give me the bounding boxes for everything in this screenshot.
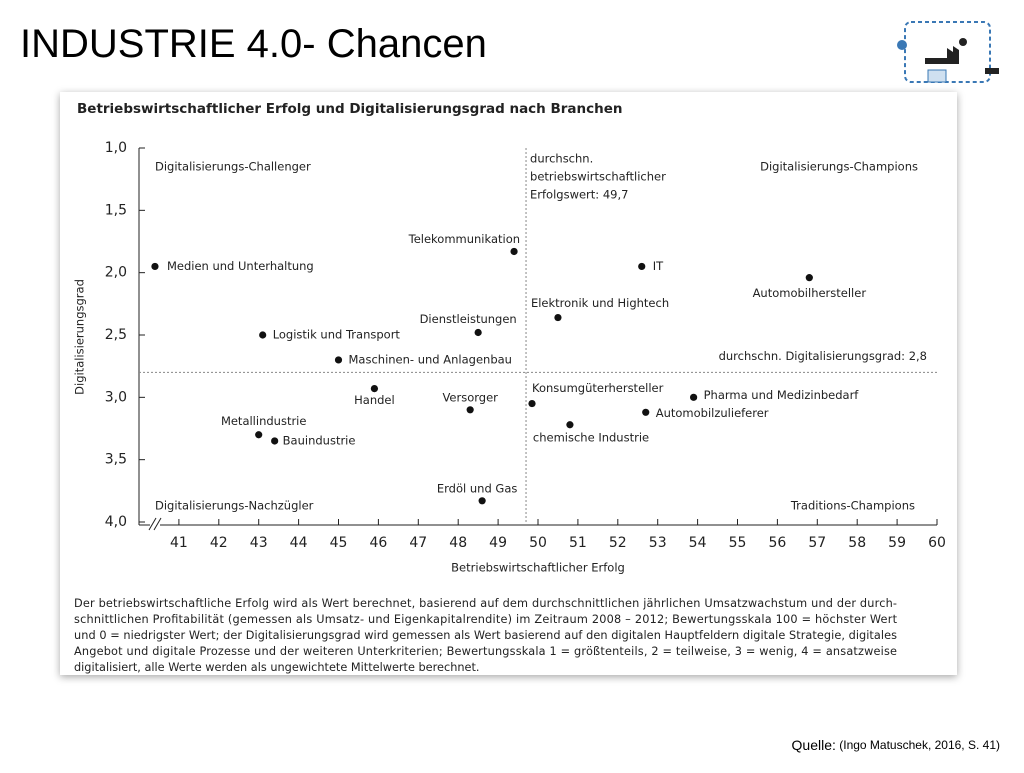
- point-label: Versorger: [442, 390, 498, 404]
- y-tick-label: 2,0: [105, 265, 127, 281]
- point: [334, 356, 343, 364]
- source-label: Quelle:: [792, 737, 836, 753]
- source: Quelle: (Ingo Matuschek, 2016, S. 41): [792, 737, 1000, 753]
- source-text: (Ingo Matuschek, 2016, S. 41): [839, 738, 1000, 752]
- point: [566, 421, 574, 429]
- point-label: Erdöl und Gas: [437, 481, 517, 495]
- y-tick-label: 1,5: [105, 202, 127, 218]
- point-label: Elektronik und Hightech: [531, 296, 669, 310]
- quadrant-label: Digitalisierungs-Challenger: [155, 160, 311, 174]
- point-label: Bauindustrie: [283, 433, 356, 447]
- x-tick-label: 51: [569, 535, 587, 551]
- y-axis-label: Digitalisierungsgrad: [73, 279, 87, 395]
- x-tick-label: 54: [689, 535, 707, 551]
- chart-title: Betriebswirtschaftlicher Erfolg und Digi…: [77, 101, 623, 117]
- x-tick-label: 46: [369, 535, 387, 551]
- x-tick-label: 48: [449, 535, 467, 551]
- x-tick-label: 57: [808, 535, 826, 551]
- point: [528, 399, 536, 408]
- caption-line: digitalisiert, alle Werte werden als ung…: [74, 661, 480, 674]
- point-label: Dienstleistungen: [420, 312, 517, 326]
- x-tick-label: 50: [529, 535, 547, 551]
- point-label: Handel: [354, 393, 395, 407]
- x-tick-label: 47: [409, 535, 427, 551]
- quadrant-label: Digitalisierungs-Champions: [760, 160, 918, 174]
- point: [474, 328, 482, 337]
- point: [151, 262, 159, 271]
- point: [478, 497, 486, 505]
- y-tick-label: 1,0: [105, 140, 127, 156]
- caption-line: Angebot und digitale Prozesse und der we…: [74, 645, 897, 658]
- point: [554, 313, 562, 322]
- slide-title: INDUSTRIE 4.0- Chancen: [20, 22, 487, 66]
- chart-panel: [60, 92, 957, 675]
- x-tick-label: 44: [290, 535, 308, 551]
- x-tick-label: 55: [729, 535, 747, 551]
- x-tick-label: 58: [848, 535, 866, 551]
- point: [805, 274, 813, 282]
- point: [259, 331, 267, 339]
- y-tick-label: 2,5: [105, 327, 127, 343]
- x-tick-label: 56: [768, 535, 786, 551]
- x-tick-label: 60: [928, 535, 946, 551]
- logo: [897, 21, 999, 83]
- point-label: Automobilzulieferer: [656, 406, 769, 420]
- plot: 1,0 1,5 2,0 2,5 3,0 3,5 4,0 41 42 43 44 45 46 47 48 49 5…: [74, 140, 946, 674]
- point-label: Logistik und Transport: [273, 328, 401, 342]
- caption-line: schnittlichen Profitabilität (gemessen a…: [74, 613, 898, 626]
- x-tick-label: 43: [250, 535, 268, 551]
- point-label: Metallindustrie: [221, 414, 307, 428]
- x-axis-label: Betriebswirtschaftlicher Erfolg: [451, 561, 625, 575]
- point-label: Telekommunikation: [408, 232, 520, 246]
- caption-line: Der betriebswirtschaftliche Erfolg wird …: [74, 597, 897, 610]
- reference-label: Erfolgswert: 49,7: [530, 188, 628, 202]
- point-label: Maschinen- und Anlagenbau: [349, 352, 512, 366]
- point: [638, 262, 646, 271]
- point: [370, 385, 379, 393]
- point: [466, 406, 474, 414]
- point: [690, 393, 698, 401]
- y-tick-label: 3,0: [105, 389, 127, 405]
- point: [510, 247, 518, 256]
- y-tick-label: 3,5: [105, 452, 127, 468]
- x-tick-label: 45: [330, 535, 348, 551]
- point: [255, 431, 263, 439]
- x-tick-label: 53: [649, 535, 667, 551]
- axis-break: [148, 517, 162, 531]
- x-tick-label: 41: [170, 535, 188, 551]
- point-label: Konsumgüterhersteller: [532, 381, 664, 395]
- quadrant-label: Digitalisierungs-Nachzügler: [155, 499, 314, 513]
- point: [271, 437, 279, 445]
- x-tick-label: 59: [888, 535, 906, 551]
- x-tick-label: 42: [210, 535, 228, 551]
- point-label: chemische Industrie: [533, 430, 649, 444]
- reference-label: durchschn.: [530, 152, 593, 166]
- y-tick-label: 4,0: [105, 514, 127, 530]
- point-label: Automobilhersteller: [753, 286, 867, 300]
- quadrant-label: Traditions-Champions: [790, 499, 915, 513]
- point-label: IT: [653, 259, 664, 273]
- reference-label: durchschn. Digitalisierungsgrad: 2,8: [719, 349, 927, 363]
- reference-label: betriebswirtschaftlicher: [530, 170, 666, 184]
- point: [642, 408, 650, 416]
- x-tick-label: 49: [489, 535, 507, 551]
- x-tick-label: 52: [609, 535, 627, 551]
- point-label: Medien und Unterhaltung: [167, 259, 314, 273]
- caption-line: und 0 = niedrigster Wert; der Digitalisi…: [74, 629, 897, 642]
- point-label: Pharma und Medizinbedarf: [704, 388, 860, 402]
